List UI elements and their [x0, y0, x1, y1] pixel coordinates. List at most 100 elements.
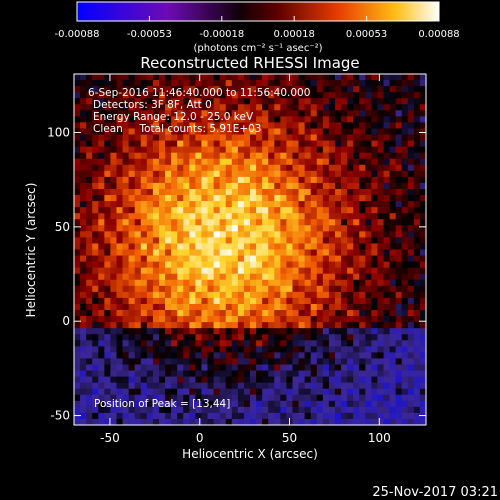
heatmap-cell	[110, 316, 118, 323]
heatmap-cell	[377, 352, 385, 360]
heatmap-cell	[165, 370, 172, 378]
heatmap-cell	[407, 400, 415, 408]
heatmap-cell	[413, 188, 421, 196]
heatmap-cell	[225, 316, 233, 323]
heatmap-cell	[122, 74, 130, 81]
heatmap-cell	[165, 310, 172, 317]
heatmap-cell	[286, 110, 294, 117]
heatmap-cell	[134, 249, 142, 257]
heatmap-cell	[110, 352, 118, 360]
heatmap-cell	[298, 285, 306, 293]
heatmap-cell	[213, 303, 221, 311]
heatmap-cell	[128, 394, 136, 402]
heatmap-cell	[225, 364, 233, 372]
heatmap-cell	[86, 418, 93, 425]
heatmap-cell	[304, 158, 312, 166]
heatmap-cell	[92, 98, 99, 105]
heatmap-cell	[365, 219, 372, 226]
heatmap-cell	[280, 370, 288, 378]
heatmap-cell	[383, 116, 391, 124]
heatmap-cell	[243, 164, 251, 172]
heatmap-cell	[256, 418, 263, 425]
heatmap-cell	[237, 182, 245, 190]
heatmap-cell	[243, 412, 251, 420]
heatmap-cell	[359, 310, 366, 317]
heatmap-cell	[183, 225, 190, 232]
heatmap-cell	[359, 213, 366, 220]
heatmap-cell	[243, 394, 251, 402]
heatmap-cell	[310, 110, 318, 117]
heatmap-cell	[365, 267, 372, 275]
heatmap-cell	[134, 291, 142, 299]
heatmap-cell	[359, 370, 366, 378]
heatmap-cell	[419, 213, 426, 220]
heatmap-cell	[86, 400, 93, 408]
heatmap-cell	[140, 303, 148, 311]
heatmap-cell	[250, 255, 257, 263]
heatmap-cell	[128, 340, 136, 347]
heatmap-cell	[219, 140, 227, 148]
heatmap-cell	[401, 134, 409, 142]
heatmap-cell	[359, 201, 366, 208]
heatmap-cell	[419, 255, 426, 263]
heatmap-cell	[213, 255, 221, 263]
heatmap-cell	[165, 291, 172, 299]
heatmap-cell	[304, 394, 312, 402]
heatmap-cell	[389, 164, 397, 172]
heatmap-cell	[92, 122, 99, 130]
colorbar-tick-label: 0.00053	[346, 29, 387, 40]
heatmap-cell	[86, 74, 93, 81]
heatmap-cell	[189, 110, 196, 117]
heatmap-cell	[213, 74, 221, 81]
heatmap-cell	[347, 291, 354, 299]
heatmap-cell	[407, 110, 415, 117]
heatmap-cell	[401, 182, 409, 190]
heatmap-cell	[122, 225, 130, 232]
heatmap-cell	[377, 376, 385, 384]
heatmap-cell	[347, 195, 354, 202]
heatmap-cell	[189, 188, 196, 196]
heatmap-cell	[237, 334, 245, 341]
heatmap-cell	[86, 207, 93, 214]
heatmap-cell	[134, 255, 142, 263]
heatmap-cell	[195, 98, 203, 105]
heatmap-cell	[268, 134, 275, 142]
heatmap-cell	[183, 322, 190, 329]
heatmap-cell	[250, 122, 257, 130]
heatmap-cell	[189, 267, 196, 275]
heatmap-cell	[104, 110, 112, 117]
heatmap-cell	[140, 346, 148, 353]
heatmap-cell	[334, 110, 342, 117]
heatmap-cell	[401, 352, 409, 360]
heatmap-cell	[207, 388, 215, 396]
heatmap-cell	[74, 316, 81, 323]
heatmap-cell	[177, 80, 184, 87]
heatmap-cell	[292, 207, 300, 214]
heatmap-cell	[231, 158, 239, 166]
heatmap-cell	[256, 110, 263, 117]
heatmap-cell	[359, 146, 366, 154]
heatmap-cell	[189, 146, 196, 154]
heatmap-cell	[377, 316, 385, 323]
heatmap-cell	[177, 303, 184, 311]
heatmap-cell	[92, 412, 99, 420]
heatmap-cell	[292, 195, 300, 202]
heatmap-cell	[213, 261, 221, 269]
heatmap-cell	[74, 152, 81, 160]
heatmap-cell	[116, 358, 124, 366]
heatmap-cell	[274, 273, 281, 281]
heatmap-cell	[365, 146, 372, 154]
heatmap-cell	[328, 128, 336, 136]
heatmap-cell	[183, 346, 190, 353]
heatmap-cell	[395, 195, 403, 202]
heatmap-cell	[219, 98, 227, 105]
heatmap-cell	[92, 225, 99, 232]
colorbar-units: (photons cm⁻² s⁻¹ asec⁻²)	[193, 43, 322, 54]
heatmap-cell	[183, 207, 190, 214]
heatmap-cell	[280, 182, 288, 190]
heatmap-cell	[158, 92, 166, 99]
heatmap-cell	[262, 213, 269, 220]
heatmap-cell	[243, 134, 251, 142]
heatmap-cell	[98, 140, 105, 148]
heatmap-cell	[328, 140, 336, 148]
